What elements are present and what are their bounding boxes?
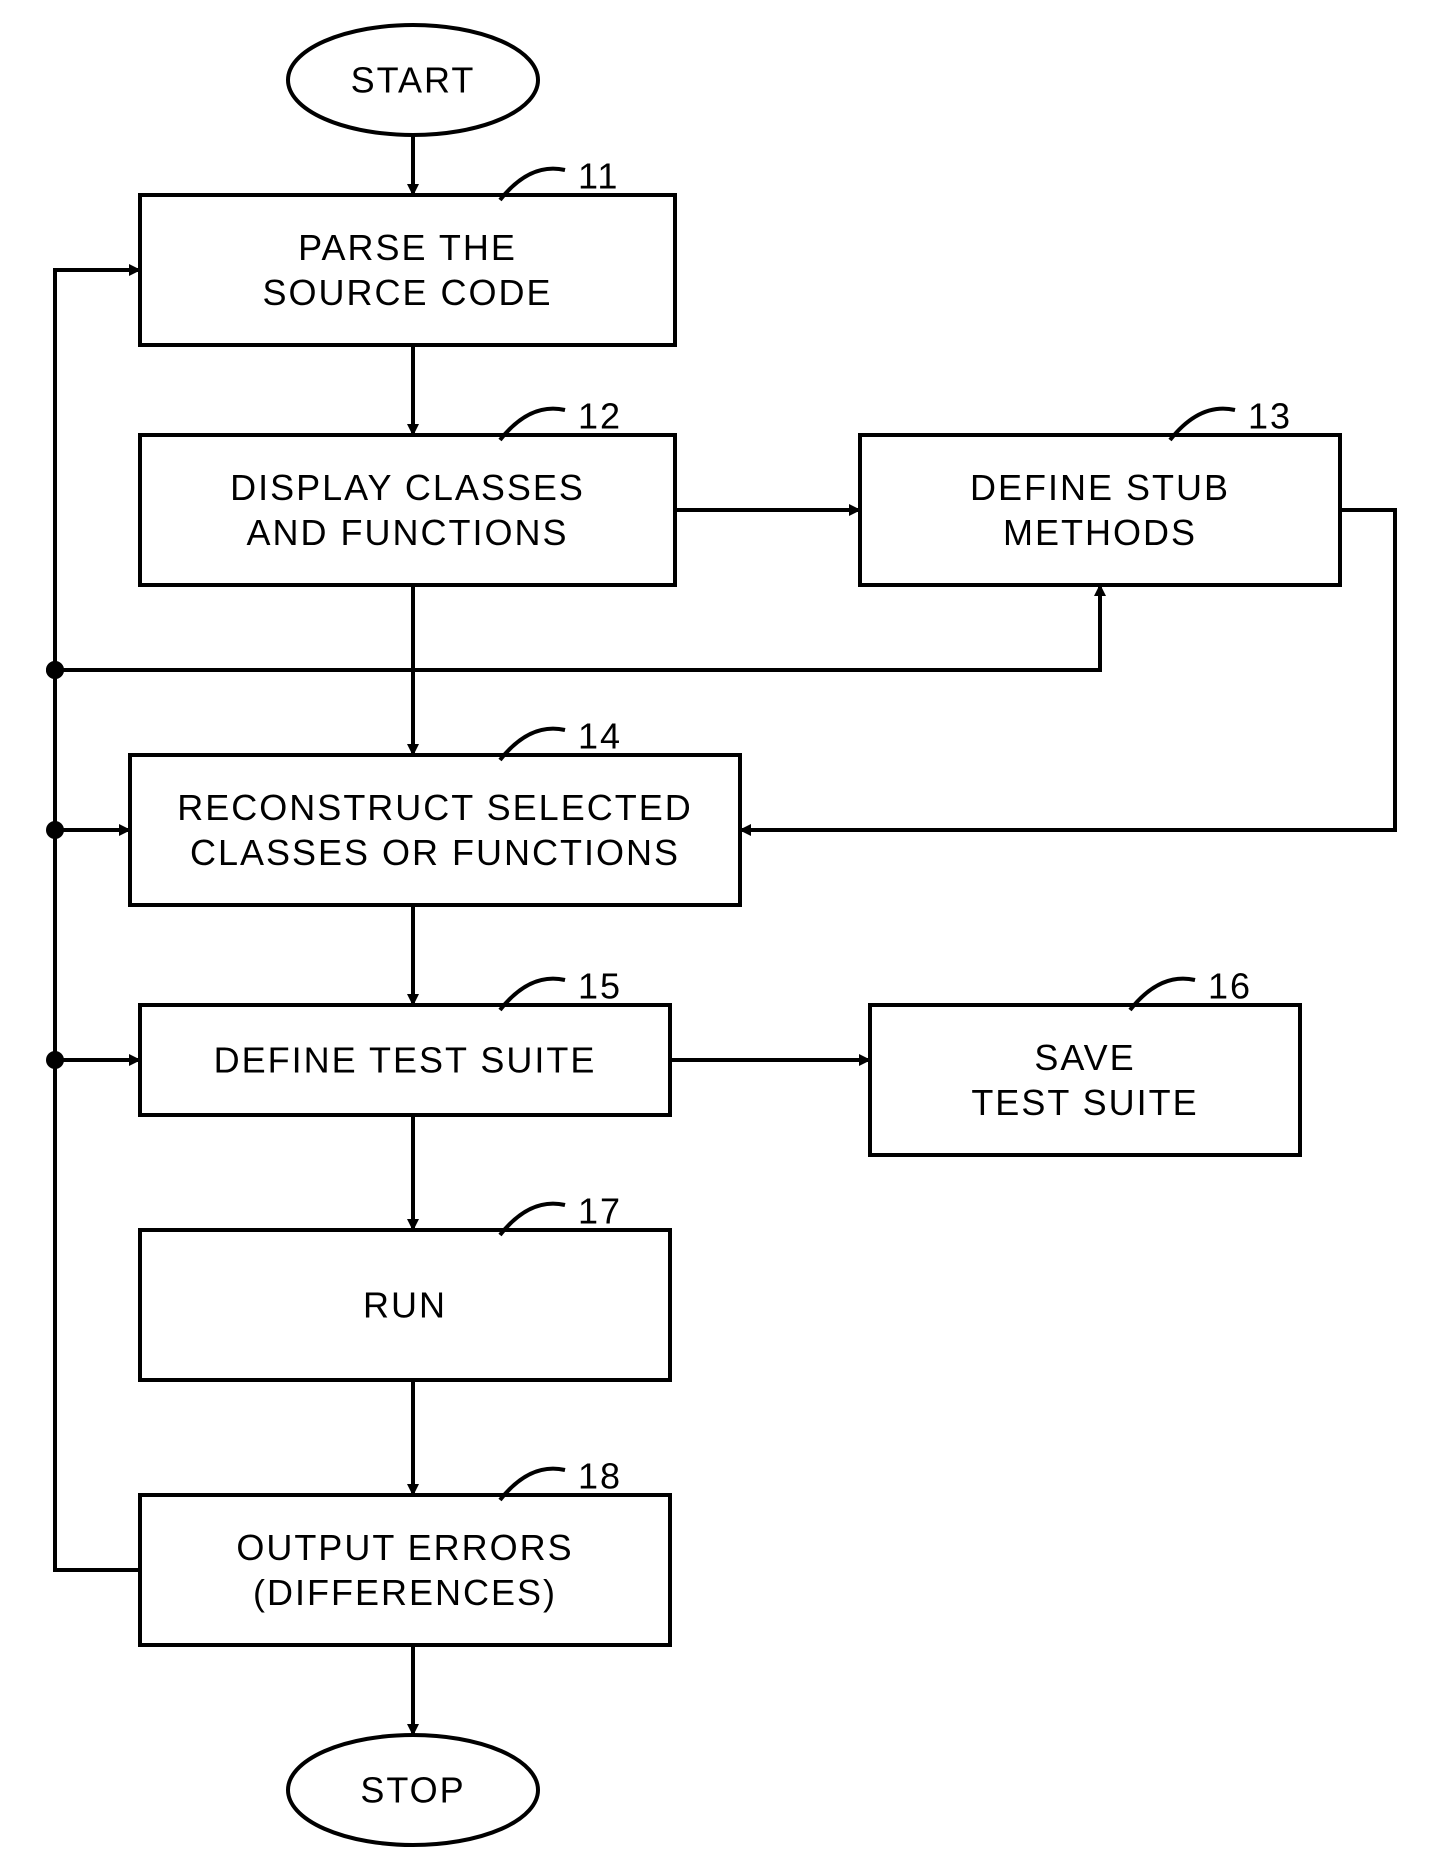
flowchart-canvas: START PARSE THESOURCE CODE DISPLAY CLASSES… bbox=[0, 0, 1441, 1857]
ref-label: 17 bbox=[578, 1191, 622, 1232]
junction-dot bbox=[46, 661, 64, 679]
ref-label: 14 bbox=[578, 716, 622, 757]
node-n18: OUTPUT ERRORS(DIFFERENCES) bbox=[140, 1495, 670, 1645]
node-label: SOURCE CODE bbox=[262, 272, 552, 313]
node-n13: DEFINE STUBMETHODS bbox=[860, 435, 1340, 585]
node-label: SAVE bbox=[1034, 1037, 1135, 1078]
node-label: START bbox=[351, 60, 476, 101]
node-start: START bbox=[288, 25, 538, 135]
node-label: TEST SUITE bbox=[971, 1082, 1198, 1123]
ref-label: 11 bbox=[578, 156, 619, 197]
node-n12: DISPLAY CLASSESAND FUNCTIONS bbox=[140, 435, 675, 585]
ref-label: 18 bbox=[578, 1456, 622, 1497]
node-stop: STOP bbox=[288, 1735, 538, 1845]
nodes-layer: START PARSE THESOURCE CODE DISPLAY CLASSES… bbox=[130, 25, 1340, 1845]
node-n16: SAVETEST SUITE bbox=[870, 1005, 1300, 1155]
ref-label: 13 bbox=[1248, 396, 1292, 437]
edge bbox=[55, 270, 140, 1570]
node-label: RUN bbox=[363, 1285, 447, 1326]
node-n11: PARSE THESOURCE CODE bbox=[140, 195, 675, 345]
node-n14: RECONSTRUCT SELECTEDCLASSES OR FUNCTIONS bbox=[130, 755, 740, 905]
ref-label: 16 bbox=[1208, 966, 1252, 1007]
ref-label: 12 bbox=[578, 396, 622, 437]
node-label: OUTPUT ERRORS bbox=[236, 1527, 573, 1568]
node-label: DEFINE TEST SUITE bbox=[214, 1040, 597, 1081]
node-label: PARSE THE bbox=[298, 227, 517, 268]
node-label: AND FUNCTIONS bbox=[247, 512, 569, 553]
ref-label: 15 bbox=[578, 966, 622, 1007]
edge bbox=[55, 585, 1100, 670]
node-n17: RUN bbox=[140, 1230, 670, 1380]
node-label: (DIFFERENCES) bbox=[253, 1572, 557, 1613]
node-label: DEFINE STUB bbox=[970, 467, 1230, 508]
node-label: CLASSES OR FUNCTIONS bbox=[190, 832, 680, 873]
node-label: STOP bbox=[360, 1770, 465, 1811]
node-label: DISPLAY CLASSES bbox=[230, 467, 585, 508]
node-label: METHODS bbox=[1003, 512, 1197, 553]
node-n15: DEFINE TEST SUITE bbox=[140, 1005, 670, 1115]
node-label: RECONSTRUCT SELECTED bbox=[177, 787, 692, 828]
